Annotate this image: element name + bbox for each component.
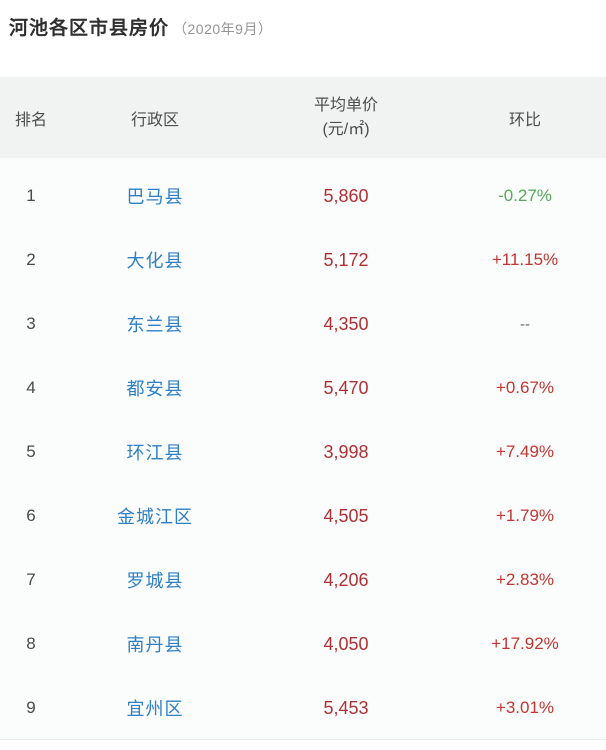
price-cell: 5,172 [323,249,369,270]
page-subtitle: （2020年9月） [173,21,273,37]
price-cell: 4,206 [323,569,369,590]
header-price: 平均单价 (元/㎡) [248,94,444,140]
district-link[interactable]: 东兰县 [126,315,184,335]
table-body: 1 巴马县 5,860 -0.27% 2 大化县 5,172 +11.15% 3 东兰县 4,350… [0,158,606,740]
change-cell: +1.79% [495,506,555,525]
price-cell: 4,350 [323,313,369,334]
price-cell: 4,505 [323,505,369,526]
price-cell: 3,998 [323,441,369,462]
change-cell: +7.49% [495,442,555,461]
district-link[interactable]: 金城江区 [117,507,193,527]
district-link[interactable]: 罗城县 [126,571,184,591]
change-cell: -- [520,315,530,333]
district-link[interactable]: 大化县 [126,251,184,271]
price-cell: 5,860 [323,185,369,206]
rank-cell: 1 [26,186,36,205]
district-link[interactable]: 南丹县 [126,635,184,655]
change-cell: +3.01% [495,698,555,717]
table-row: 4 都安县 5,470 +0.67% [0,356,606,420]
table-row: 2 大化县 5,172 +11.15% [0,228,606,292]
price-cell: 4,050 [323,633,369,654]
rank-cell: 7 [26,570,36,589]
change-cell: +17.92% [491,634,559,653]
change-cell: -0.27% [498,186,552,205]
header-price-line2: (元/㎡) [322,120,370,138]
rank-cell: 8 [26,634,36,653]
district-link[interactable]: 巴马县 [126,187,184,207]
header-change: 环比 [508,111,541,129]
price-cell: 5,470 [323,377,369,398]
page-title: 河池各区市县房价 [9,18,170,39]
header-price-line1: 平均单价 [313,97,378,115]
change-cell: +2.83% [495,570,555,589]
table-row: 8 南丹县 4,050 +17.92% [0,612,606,676]
table-row: 6 金城江区 4,505 +1.79% [0,484,606,548]
district-link[interactable]: 宜州区 [126,699,184,719]
change-cell: +11.15% [491,250,559,269]
rank-cell: 5 [26,442,36,461]
rank-cell: 4 [26,378,36,397]
change-cell: +0.67% [495,378,555,397]
rank-cell: 6 [26,506,36,525]
table-row: 3 东兰县 4,350 -- [0,292,606,356]
rank-cell: 9 [26,698,36,717]
header-rank: 排名 [14,111,47,129]
rank-cell: 2 [26,250,36,269]
rank-cell: 3 [26,314,36,333]
district-link[interactable]: 都安县 [126,379,184,399]
page-title-bar: 河池各区市县房价 （2020年9月） [0,0,606,77]
table-row: 1 巴马县 5,860 -0.27% [0,164,606,228]
district-link[interactable]: 环江县 [126,443,184,463]
table-row: 9 宜州区 5,453 +3.01% [0,676,606,740]
table-row: 5 环江县 3,998 +7.49% [0,420,606,484]
table-header-row: 排名 行政区 平均单价 (元/㎡) 环比 [0,77,606,158]
header-district: 行政区 [130,111,179,129]
price-cell: 5,453 [323,697,369,718]
table-row: 7 罗城县 4,206 +2.83% [0,548,606,612]
